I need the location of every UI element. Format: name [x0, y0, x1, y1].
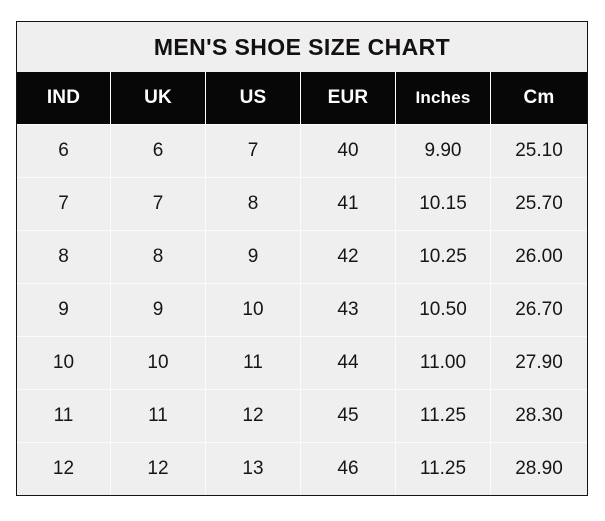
table-row: 10 10 11 44 11.00 27.90: [17, 336, 587, 389]
cell-inches: 11.25: [395, 443, 490, 495]
table-row: 9 9 10 43 10.50 26.70: [17, 283, 587, 336]
cell-eur: 40: [300, 125, 395, 177]
cell-ind: 8: [58, 246, 69, 267]
cell-eur: 42: [300, 231, 395, 283]
cell-cm: 25.10: [490, 125, 587, 177]
cell-us: 8: [205, 178, 300, 230]
cell-inches: 11.00: [395, 337, 490, 389]
table-row: 12 12 13 46 11.25 28.90: [17, 442, 587, 495]
cell-eur: 46: [300, 443, 395, 495]
column-header-cm: Cm: [490, 72, 587, 124]
cell-eur: 45: [300, 390, 395, 442]
column-header-inches: Inches: [395, 72, 490, 124]
column-header-ind: IND: [46, 87, 81, 108]
column-header-us: US: [205, 72, 300, 124]
cell-eur: 44: [300, 337, 395, 389]
cell-inches: 10.25: [395, 231, 490, 283]
cell-us: 13: [205, 443, 300, 495]
cell-uk: 12: [110, 443, 205, 495]
cell-cm: 26.00: [490, 231, 587, 283]
cell-cm: 27.90: [490, 337, 587, 389]
cell-inches: 9.90: [395, 125, 490, 177]
cell-cm: 25.70: [490, 178, 587, 230]
column-header-uk: UK: [110, 72, 205, 124]
cell-uk: 11: [110, 390, 205, 442]
column-header-eur: EUR: [300, 72, 395, 124]
cell-ind: 12: [52, 458, 75, 479]
cell-inches: 11.25: [395, 390, 490, 442]
chart-title-row: MEN'S SHOE SIZE CHART: [17, 22, 587, 72]
cell-ind: 6: [58, 140, 69, 161]
cell-cm: 28.30: [490, 390, 587, 442]
cell-eur: 41: [300, 178, 395, 230]
cell-ind: 10: [52, 352, 75, 373]
cell-uk: 8: [110, 231, 205, 283]
cell-cm: 28.90: [490, 443, 587, 495]
table-row: 8 8 9 42 10.25 26.00: [17, 230, 587, 283]
page-title: MEN'S SHOE SIZE CHART: [153, 33, 451, 60]
size-chart-card: MEN'S SHOE SIZE CHART IND UK US EUR Inch…: [16, 21, 588, 496]
cell-ind: 7: [58, 193, 69, 214]
table-row: 11 11 12 45 11.25 28.30: [17, 389, 587, 442]
cell-eur: 43: [300, 284, 395, 336]
cell-ind: 9: [58, 299, 69, 320]
cell-uk: 9: [110, 284, 205, 336]
cell-us: 7: [205, 125, 300, 177]
table-header-row: IND UK US EUR Inches Cm: [17, 72, 587, 124]
cell-uk: 7: [110, 178, 205, 230]
table-row: 7 7 8 41 10.15 25.70: [17, 177, 587, 230]
table-row: 6 6 7 40 9.90 25.10: [17, 124, 587, 177]
cell-cm: 26.70: [490, 284, 587, 336]
size-table: IND UK US EUR Inches Cm 6 6 7 40 9.90 25…: [17, 72, 587, 495]
cell-us: 12: [205, 390, 300, 442]
cell-inches: 10.50: [395, 284, 490, 336]
cell-uk: 10: [110, 337, 205, 389]
cell-inches: 10.15: [395, 178, 490, 230]
cell-us: 9: [205, 231, 300, 283]
cell-us: 11: [205, 337, 300, 389]
cell-ind: 11: [53, 405, 74, 426]
cell-uk: 6: [110, 125, 205, 177]
cell-us: 10: [205, 284, 300, 336]
